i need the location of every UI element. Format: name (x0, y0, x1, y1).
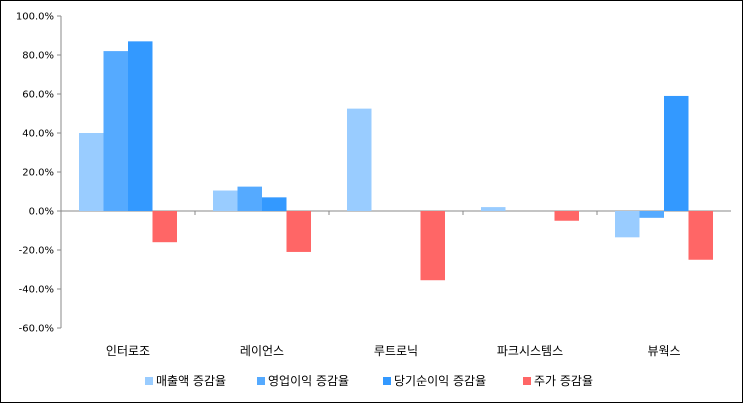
y-tick-label: 40.0% (22, 129, 54, 140)
category-label: 루트로닉 (374, 344, 418, 358)
legend-label: 매출액 증감율 (156, 374, 226, 388)
bars (79, 41, 713, 281)
bar (664, 95, 689, 211)
y-tick-label: -20.0% (19, 246, 54, 257)
bar (481, 207, 506, 211)
legend-label: 당기순이익 증감율 (394, 374, 486, 388)
category-labels: 인터로조 레이언스 루트로닉 파크시스템스 뷰웍스 (106, 344, 681, 358)
category-label: 레이언스 (240, 344, 284, 358)
bar (639, 211, 664, 218)
bar (554, 211, 579, 221)
legend-swatch (145, 377, 153, 385)
y-tick-label: 0.0% (29, 207, 54, 218)
bar (347, 108, 372, 211)
y-tick-label: 100.0% (16, 12, 54, 23)
bar (262, 197, 287, 211)
tick-labels: -60.0% -40.0% -20.0% 0.0% 20.0% 40.0% 60.0% 80.… (16, 12, 54, 335)
y-tick-label: 20.0% (22, 168, 54, 179)
y-tick-label: -60.0% (19, 324, 54, 335)
bar (79, 133, 104, 211)
bar (103, 51, 128, 211)
axes (57, 15, 731, 329)
category-label: 뷰웍스 (647, 344, 680, 358)
bar (152, 211, 177, 243)
legend-swatch (523, 377, 531, 385)
category-label: 인터로조 (106, 344, 150, 358)
bar (615, 211, 640, 238)
bar (688, 211, 713, 260)
bar (420, 211, 445, 281)
y-tick-label: -40.0% (19, 285, 54, 296)
y-tick-label: 60.0% (22, 90, 54, 101)
legend-label: 주가 증감율 (534, 374, 593, 388)
legend-label: 영업이익 증감율 (268, 374, 349, 388)
legend-swatch (383, 377, 391, 385)
y-tick-label: 80.0% (22, 51, 54, 62)
legend-swatch (257, 377, 265, 385)
bar (213, 190, 238, 211)
legend: 매출액 증감율 영업이익 증감율 당기순이익 증감율 주가 증감율 (145, 374, 593, 388)
bar (237, 186, 262, 211)
bar (286, 211, 311, 252)
bar (128, 41, 153, 211)
category-label: 파크시스템스 (497, 344, 563, 358)
